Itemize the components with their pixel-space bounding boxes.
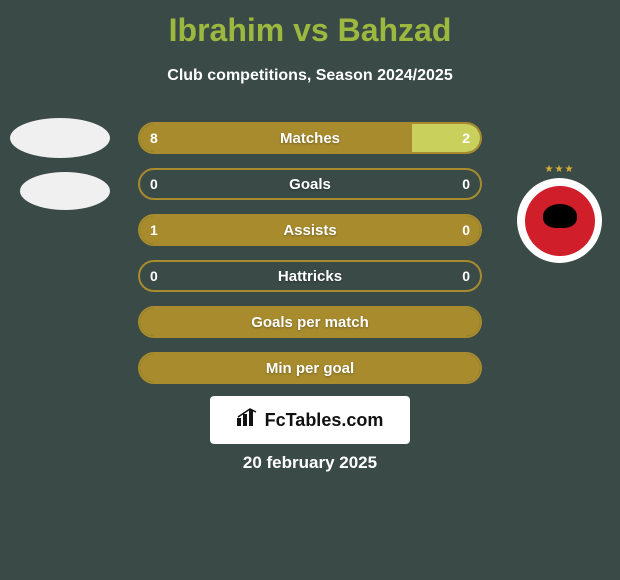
date-text: 20 february 2025 <box>0 453 620 473</box>
stat-bar: Goals per match <box>138 306 482 338</box>
subtitle: Club competitions, Season 2024/2025 <box>0 67 620 85</box>
bar-value-left: 8 <box>150 130 158 146</box>
stat-bar: 0 Hattricks 0 <box>138 260 482 292</box>
bar-label: Goals <box>289 176 331 193</box>
bar-value-left: 0 <box>150 268 158 284</box>
player-avatar-left-1 <box>10 118 110 158</box>
bar-value-left: 1 <box>150 222 158 238</box>
club-stars-icon: ★★★ <box>545 164 575 175</box>
bar-value-right: 0 <box>462 222 470 238</box>
bar-value-left: 0 <box>150 176 158 192</box>
chart-icon <box>237 408 259 432</box>
branding-badge: FcTables.com <box>210 396 410 444</box>
stat-bar: 1 Assists 0 <box>138 214 482 246</box>
page-title: Ibrahim vs Bahzad <box>0 0 620 49</box>
bar-fill-left <box>140 124 412 152</box>
club-crest-icon <box>525 186 595 256</box>
bar-label: Hattricks <box>278 268 342 285</box>
stat-bar: 0 Goals 0 <box>138 168 482 200</box>
stats-bars: 8 Matches 2 0 Goals 0 1 Assists 0 0 Hattricks 0 Goal… <box>138 122 482 398</box>
stat-bar: Min per goal <box>138 352 482 384</box>
bar-label: Min per goal <box>266 360 354 377</box>
branding-text: FcTables.com <box>265 410 384 431</box>
bar-label: Goals per match <box>251 314 369 331</box>
bar-value-right: 2 <box>462 130 470 146</box>
stat-bar: 8 Matches 2 <box>138 122 482 154</box>
bar-value-right: 0 <box>462 176 470 192</box>
player-avatar-left-2 <box>20 172 110 210</box>
bar-label: Matches <box>280 130 340 147</box>
bar-value-right: 0 <box>462 268 470 284</box>
bar-label: Assists <box>283 222 336 239</box>
club-badge-right: ★★★ <box>517 178 602 263</box>
